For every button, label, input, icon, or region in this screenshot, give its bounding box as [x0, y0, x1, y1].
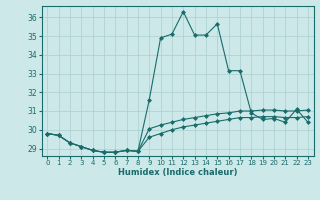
X-axis label: Humidex (Indice chaleur): Humidex (Indice chaleur): [118, 168, 237, 177]
